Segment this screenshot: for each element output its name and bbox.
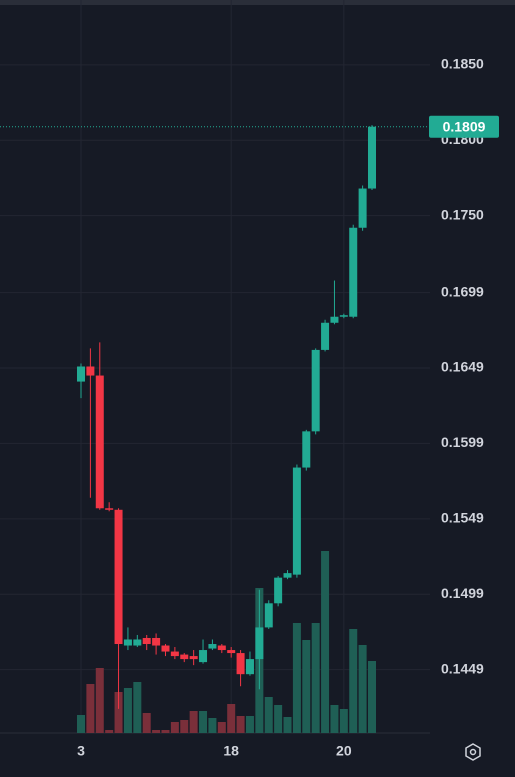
volume-bar [274, 705, 283, 733]
candle-body [264, 603, 273, 628]
y-tick-label: 0.1750 [441, 206, 484, 222]
volume-bar [114, 692, 123, 733]
x-tick-label: 3 [77, 743, 85, 759]
volume-bar [368, 661, 376, 733]
settings-dot [469, 748, 477, 756]
volume-bar [77, 715, 85, 733]
candle-body [321, 322, 330, 350]
y-tick-label: 0.1549 [441, 510, 484, 526]
candle-body [349, 227, 358, 317]
y-tick-label: 0.1499 [441, 585, 484, 601]
candle-body [180, 654, 189, 660]
volume-bar [330, 705, 339, 733]
top-bar [0, 0, 515, 5]
candle-body [358, 188, 367, 228]
volume-bar [133, 682, 142, 733]
y-tick-label: 0.1599 [441, 434, 484, 450]
y-tick-label: 0.1699 [441, 283, 484, 299]
volume-bar [170, 722, 179, 733]
x-tick-label: 18 [223, 743, 239, 759]
candle-body [274, 577, 283, 604]
volume-bar [105, 730, 114, 733]
candle-body [292, 467, 301, 575]
candle-body [339, 315, 348, 317]
candle-body [133, 639, 142, 646]
volume-bar [349, 629, 358, 733]
volume-bar [217, 722, 226, 733]
settings-hex [465, 743, 481, 761]
grid [0, 0, 430, 733]
volume-bar [236, 716, 245, 733]
volume-bar [311, 623, 320, 733]
candle-body [236, 653, 245, 675]
candle-body [123, 639, 132, 646]
last-price-box [429, 115, 499, 138]
candles [77, 125, 376, 709]
candle-body [330, 316, 339, 323]
y-tick-label: 0.1449 [441, 660, 484, 676]
candle-body [152, 637, 161, 646]
volume-bar [292, 623, 301, 733]
volume-bar [95, 668, 104, 733]
candle-body [227, 650, 236, 654]
candle-body [189, 656, 198, 660]
volume-bar [339, 709, 348, 733]
candle-body [302, 431, 311, 468]
candle-body [208, 644, 217, 649]
volume-bar [180, 720, 189, 733]
candle-body [170, 651, 179, 657]
candle-body [77, 366, 85, 382]
volume-bar [227, 704, 236, 733]
volume-bar [283, 717, 292, 733]
volume-bar [152, 730, 161, 733]
volume-bar [123, 688, 132, 733]
x-tick-label: 20 [336, 743, 352, 759]
candle-body [105, 508, 114, 510]
volume-bar [358, 645, 367, 733]
volume-bar [208, 718, 217, 733]
candle-body [161, 645, 170, 652]
y-tick-label: 0.1850 [441, 56, 484, 72]
candle-body [114, 509, 123, 645]
candle-body [199, 650, 208, 663]
candle-body [86, 366, 95, 376]
candle-body [368, 126, 376, 189]
candle-body [245, 659, 254, 675]
candle-body [311, 349, 320, 432]
volume-bar [161, 730, 170, 733]
candle-body [142, 637, 151, 645]
volume-bar [199, 711, 208, 733]
volume-bar [264, 697, 273, 733]
volume-bar [321, 551, 330, 733]
volume-bar [189, 711, 198, 733]
candle-body [95, 375, 104, 509]
volume-bar [245, 716, 254, 733]
y-tick-label: 0.1649 [441, 359, 484, 375]
candle-body [283, 573, 292, 578]
candle-body [217, 645, 226, 651]
volume-bar [302, 640, 311, 733]
volume-bar [142, 713, 151, 733]
candle-body [255, 627, 264, 660]
last-price-label: 0.1809 [443, 118, 486, 134]
volume-bar [86, 684, 95, 733]
settings-icon[interactable] [465, 743, 481, 761]
